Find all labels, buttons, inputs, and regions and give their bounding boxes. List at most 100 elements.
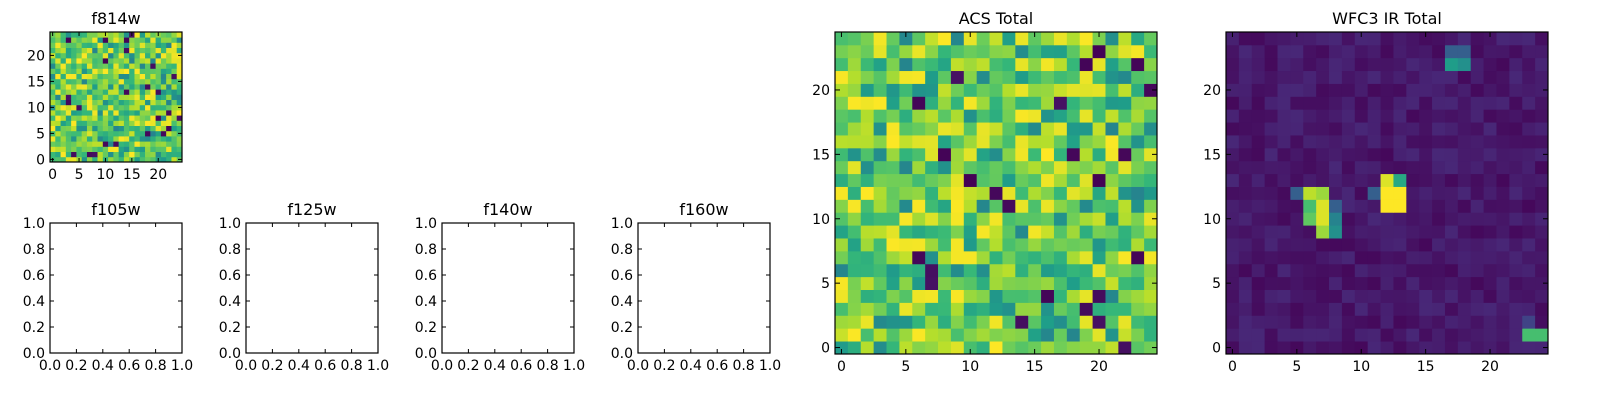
heatmap-cell	[71, 136, 77, 142]
heatmap-cell	[1144, 173, 1158, 187]
heatmap-cell	[1329, 199, 1343, 213]
heatmap-cell	[1053, 186, 1068, 200]
heatmap-cell	[835, 186, 849, 200]
heatmap-cell	[1535, 238, 1549, 252]
heatmap-cell	[76, 136, 83, 142]
heatmap-cell	[1053, 328, 1068, 342]
axes-frame	[245, 222, 379, 354]
heatmap-cell	[1028, 238, 1042, 252]
heatmap-cell	[886, 238, 900, 252]
x-tick-label: 5	[75, 167, 84, 183]
heatmap-cell	[134, 78, 141, 85]
heatmap-cell	[925, 328, 939, 342]
y-tick-label: 0.6	[611, 268, 633, 284]
heatmap-cell	[1496, 225, 1510, 239]
heatmap-cell	[1131, 57, 1145, 72]
heatmap-cell	[1367, 173, 1381, 187]
heatmap-cell	[1002, 147, 1016, 162]
heatmap-cell	[1277, 147, 1291, 162]
heatmap-cell	[150, 151, 156, 158]
heatmap-cell	[1483, 122, 1497, 136]
heatmap-cell	[963, 315, 978, 329]
heatmap-cell	[1092, 289, 1106, 303]
heatmap-cell	[1002, 160, 1016, 175]
heatmap-cell	[108, 141, 114, 147]
heatmap-cell	[166, 130, 172, 137]
heatmap-cell	[145, 52, 151, 59]
heatmap-cell	[1028, 57, 1042, 72]
heatmap-cell	[71, 110, 77, 116]
heatmap-cell	[1226, 186, 1240, 200]
heatmap-cell	[50, 68, 56, 74]
heatmap-cell	[171, 52, 178, 59]
y-tick-label: 1.0	[23, 216, 45, 232]
heatmap-cell	[1509, 225, 1523, 239]
heatmap-cell	[976, 302, 990, 316]
heatmap-cell	[1251, 212, 1266, 226]
heatmap-cell	[81, 94, 88, 100]
heatmap-cell	[1277, 341, 1291, 355]
heatmap-cell	[989, 225, 1003, 239]
heatmap-cell	[123, 125, 130, 132]
heatmap-cell	[1457, 225, 1472, 239]
heatmap-cell	[1144, 83, 1158, 97]
heatmap-cell	[92, 47, 98, 54]
heatmap-cell	[1483, 83, 1497, 97]
heatmap-cell	[1535, 225, 1549, 239]
heatmap-cell	[1066, 122, 1081, 136]
heatmap-cell	[1002, 44, 1016, 59]
heatmap-cell	[1341, 315, 1356, 329]
heatmap-cell	[847, 302, 862, 316]
heatmap-cell	[1393, 328, 1407, 342]
heatmap-cell	[171, 104, 178, 111]
heatmap-cell	[1002, 135, 1016, 149]
heatmap-cell	[1483, 238, 1497, 252]
heatmap-cell	[155, 115, 162, 121]
heatmap-cell	[1444, 83, 1459, 97]
heatmap-cell	[118, 125, 125, 132]
heatmap-cell	[1066, 238, 1081, 252]
heatmap-cell	[1290, 173, 1304, 187]
heatmap-cell	[1251, 83, 1266, 97]
heatmap-cell	[1341, 70, 1356, 84]
heatmap-cell	[60, 110, 67, 116]
heatmap-cell	[1105, 44, 1119, 59]
heatmap-cell	[1470, 147, 1484, 162]
heatmap-cell	[1002, 212, 1016, 226]
heatmap-cell	[1053, 276, 1068, 290]
heatmap-cell	[1092, 315, 1106, 329]
heatmap-cell	[1419, 341, 1433, 355]
heatmap-cell	[1329, 238, 1343, 252]
heatmap-cell	[166, 78, 172, 85]
heatmap-cell	[1251, 32, 1266, 46]
heatmap-cell	[150, 110, 156, 116]
heatmap-cell	[1238, 289, 1253, 303]
heatmap-cell	[1380, 173, 1394, 187]
heatmap-cell	[1496, 212, 1510, 226]
heatmap-cell	[1483, 160, 1497, 175]
heatmap-cell	[860, 315, 875, 329]
heatmap-cell	[1444, 44, 1459, 59]
heatmap-cell	[1015, 186, 1029, 200]
axes-frame	[834, 31, 1158, 355]
heatmap-cell	[847, 238, 862, 252]
heatmap-cell	[1432, 122, 1446, 136]
axes-frame	[441, 222, 575, 354]
heatmap-cell	[55, 89, 61, 95]
heatmap-cell	[989, 212, 1003, 226]
y-tick-label: 20	[1203, 83, 1221, 99]
heatmap-cell	[108, 136, 114, 142]
heatmap-cell	[1432, 135, 1446, 149]
heatmap-cell	[1066, 57, 1081, 72]
heatmap-cell	[1131, 328, 1145, 342]
heatmap-cell	[1457, 57, 1472, 72]
heatmap-cells	[50, 32, 183, 163]
heatmap-cell	[108, 52, 114, 59]
heatmap-cell	[925, 122, 939, 136]
heatmap-cell	[171, 78, 178, 85]
heatmap-cell	[835, 160, 849, 175]
heatmap-cell	[160, 68, 167, 74]
heatmap-cell	[1105, 289, 1119, 303]
heatmap-cell	[1277, 83, 1291, 97]
